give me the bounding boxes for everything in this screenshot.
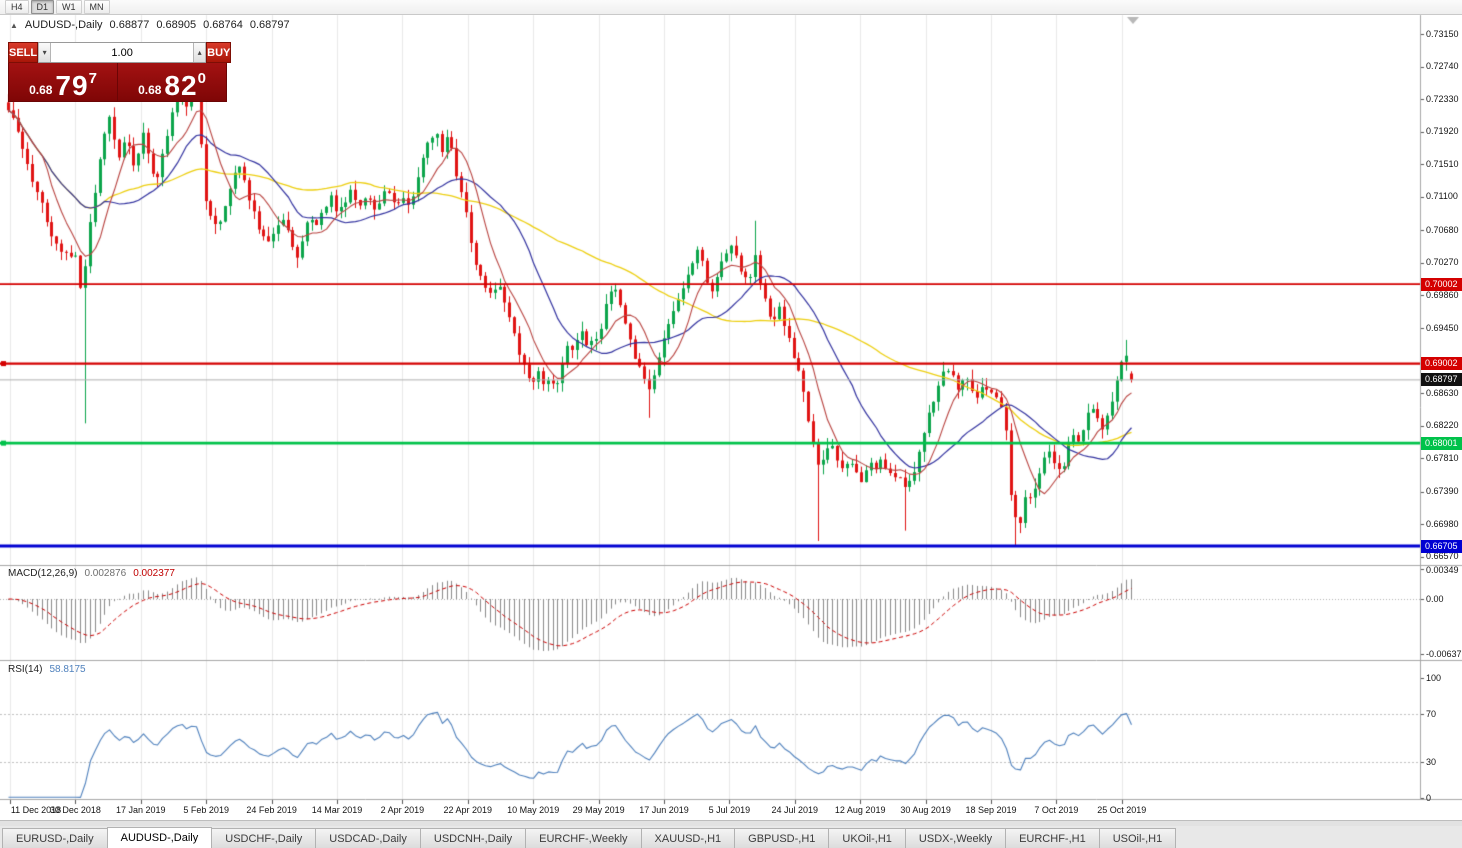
price-axis-tick: 0.70270 [1426,257,1459,267]
one-click-trading-panel: SELL ▾ ▴ BUY 0.68 79 7 0.68 82 0 [8,42,232,102]
date-axis-label: 29 May 2019 [572,805,625,815]
buy-price-display[interactable]: 0.68 82 0 [117,63,227,102]
period-button-h4[interactable]: H4 [5,0,29,14]
price-axis-tick: 0.69860 [1426,290,1459,300]
price-axis-tick: 0.70680 [1426,225,1459,235]
ohlc-high-value: 0.68905 [156,19,197,31]
macd-axis-tick: 0.00 [1426,594,1444,604]
rsi-value: 58.8175 [49,664,86,675]
volume-decrease-button[interactable]: ▾ [38,43,52,62]
date-axis-label: 17 Jun 2019 [639,805,689,815]
price-axis-tick: 0.68630 [1426,388,1459,398]
chart-symbol-label: AUDUSD-,Daily [24,19,103,31]
buy-price-prefix: 0.68 [138,83,162,97]
ohlc-close-value: 0.68797 [249,19,290,31]
rsi-name: RSI(14) [8,664,43,675]
chart-tab-usdchf-daily[interactable]: USDCHF-,Daily [211,828,317,848]
sell-price-pipette: 7 [88,70,97,87]
price-axis-tick: 0.71510 [1426,159,1459,169]
date-axis-label: 24 Feb 2019 [246,805,297,815]
chart-tab-eurchf-h1[interactable]: EURCHF-,H1 [1005,828,1100,848]
price-line-badge[interactable]: 0.69002 [1421,357,1462,370]
ohlc-open-value: 0.68877 [109,19,150,31]
window-resize-strip [0,820,1462,826]
macd-axis-tick: -0.00637 [1426,649,1462,659]
rsi-axis-tick: 0 [1426,793,1432,803]
sell-price-big-digits: 79 [55,70,89,101]
date-axis-label: 7 Oct 2019 [1034,805,1079,815]
chart-tab-gbpusd-h1[interactable]: GBPUSD-,H1 [734,828,830,848]
period-button-mn[interactable]: MN [83,0,110,14]
rsi-indicator-label: RSI(14) 58.8175 [8,664,86,675]
price-axis-tick: 0.67810 [1426,453,1459,463]
date-axis-label: 22 Apr 2019 [443,805,493,815]
chart-tab-ukoil-h1[interactable]: UKOil-,H1 [828,828,906,848]
chart-tab-xauusd-h1[interactable]: XAUUSD-,H1 [640,828,736,848]
period-toolbar: H4 D1 W1 MN [0,0,1462,15]
price-line-badge[interactable]: 0.68001 [1421,437,1462,450]
price-axis-tick: 0.72330 [1426,94,1459,104]
macd-main-value: 0.002876 [84,568,127,579]
date-axis-label: 5 Feb 2019 [183,805,229,815]
macd-axis-tick: 0.00349 [1426,565,1459,575]
rsi-axis-tick: 70 [1426,709,1437,719]
date-axis-label: 5 Jul 2019 [708,805,751,815]
chart-ohlc-header: ▲ AUDUSD-,Daily 0.68877 0.68905 0.68764 … [10,19,290,31]
chart-tab-eurchf-weekly[interactable]: EURCHF-,Weekly [525,828,642,848]
volume-increase-button[interactable]: ▴ [193,43,207,62]
chart-tab-eurusd-daily[interactable]: EURUSD-,Daily [2,828,108,848]
date-axis-label: 18 Sep 2019 [965,805,1017,815]
period-button-w1[interactable]: W1 [56,0,82,14]
price-axis-tick: 0.68220 [1426,420,1459,430]
date-axis-label: 2 Apr 2019 [380,805,425,815]
buy-price-pipette: 0 [197,70,206,87]
volume-input[interactable] [51,43,194,62]
rsi-axis-tick: 30 [1426,757,1437,767]
macd-signal-value: 0.002377 [133,568,175,579]
price-axis-tick: 0.71920 [1426,126,1459,136]
chart-tab-usdx-weekly[interactable]: USDX-,Weekly [904,828,1007,848]
ohlc-low-value: 0.68764 [203,19,243,31]
chart-tab-bar: EURUSD-,Daily AUDUSD-,Daily USDCHF-,Daily U… [0,826,1462,848]
date-axis-label: 30 Dec 2018 [49,805,101,815]
chart-tab-audusd-daily[interactable]: AUDUSD-,Daily [106,827,213,848]
price-axis-tick: 0.66570 [1426,551,1459,561]
sell-price-prefix: 0.68 [29,83,53,97]
one-click-collapse-arrow[interactable]: ▲ [10,20,18,30]
current-price-badge: 0.68797 [1421,373,1462,386]
date-axis-label: 14 Mar 2019 [311,805,363,815]
trade-panel-prices: 0.68 79 7 0.68 82 0 [8,63,227,102]
date-axis-label: 10 May 2019 [507,805,560,815]
price-line-badge[interactable]: 0.66705 [1421,540,1462,553]
date-axis-label: 11 Dec 2018 [10,805,62,815]
rsi-axis-tick: 100 [1426,673,1442,683]
sell-button[interactable]: SELL [8,42,39,63]
date-axis-label: 30 Aug 2019 [900,805,951,815]
buy-price-big-digits: 82 [164,70,198,101]
macd-name: MACD(12,26,9) [8,568,78,579]
trade-panel-controls: SELL ▾ ▴ BUY [8,42,232,63]
chart-tab-usdcad-daily[interactable]: USDCAD-,Daily [315,828,421,848]
buy-button[interactable]: BUY [206,42,232,63]
chart-tab-usoil-h1[interactable]: USOil-,H1 [1098,828,1177,848]
date-axis-label: 24 Jul 2019 [771,805,819,815]
price-axis-tick: 0.73150 [1426,29,1459,39]
chart-canvas[interactable] [0,0,1462,826]
price-line-badge[interactable]: 0.70002 [1421,278,1462,291]
chart-tab-usdcnh-daily[interactable]: USDCNH-,Daily [419,828,527,848]
price-axis-tick: 0.67390 [1426,486,1459,496]
macd-indicator-label: MACD(12,26,9) 0.002876 0.002377 [8,568,175,579]
price-axis-tick: 0.69450 [1426,323,1459,333]
price-axis-tick: 0.72740 [1426,61,1459,71]
price-axis-tick: 0.71100 [1426,191,1458,201]
date-axis-label: 12 Aug 2019 [834,805,886,815]
period-button-d1[interactable]: D1 [30,0,55,14]
volume-stepper: ▾ ▴ [38,42,207,63]
date-axis-label: 25 Oct 2019 [1097,805,1147,815]
sell-price-display[interactable]: 0.68 79 7 [8,63,117,102]
date-axis-label: 17 Jan 2019 [116,805,166,815]
price-axis-tick: 0.66980 [1426,519,1459,529]
